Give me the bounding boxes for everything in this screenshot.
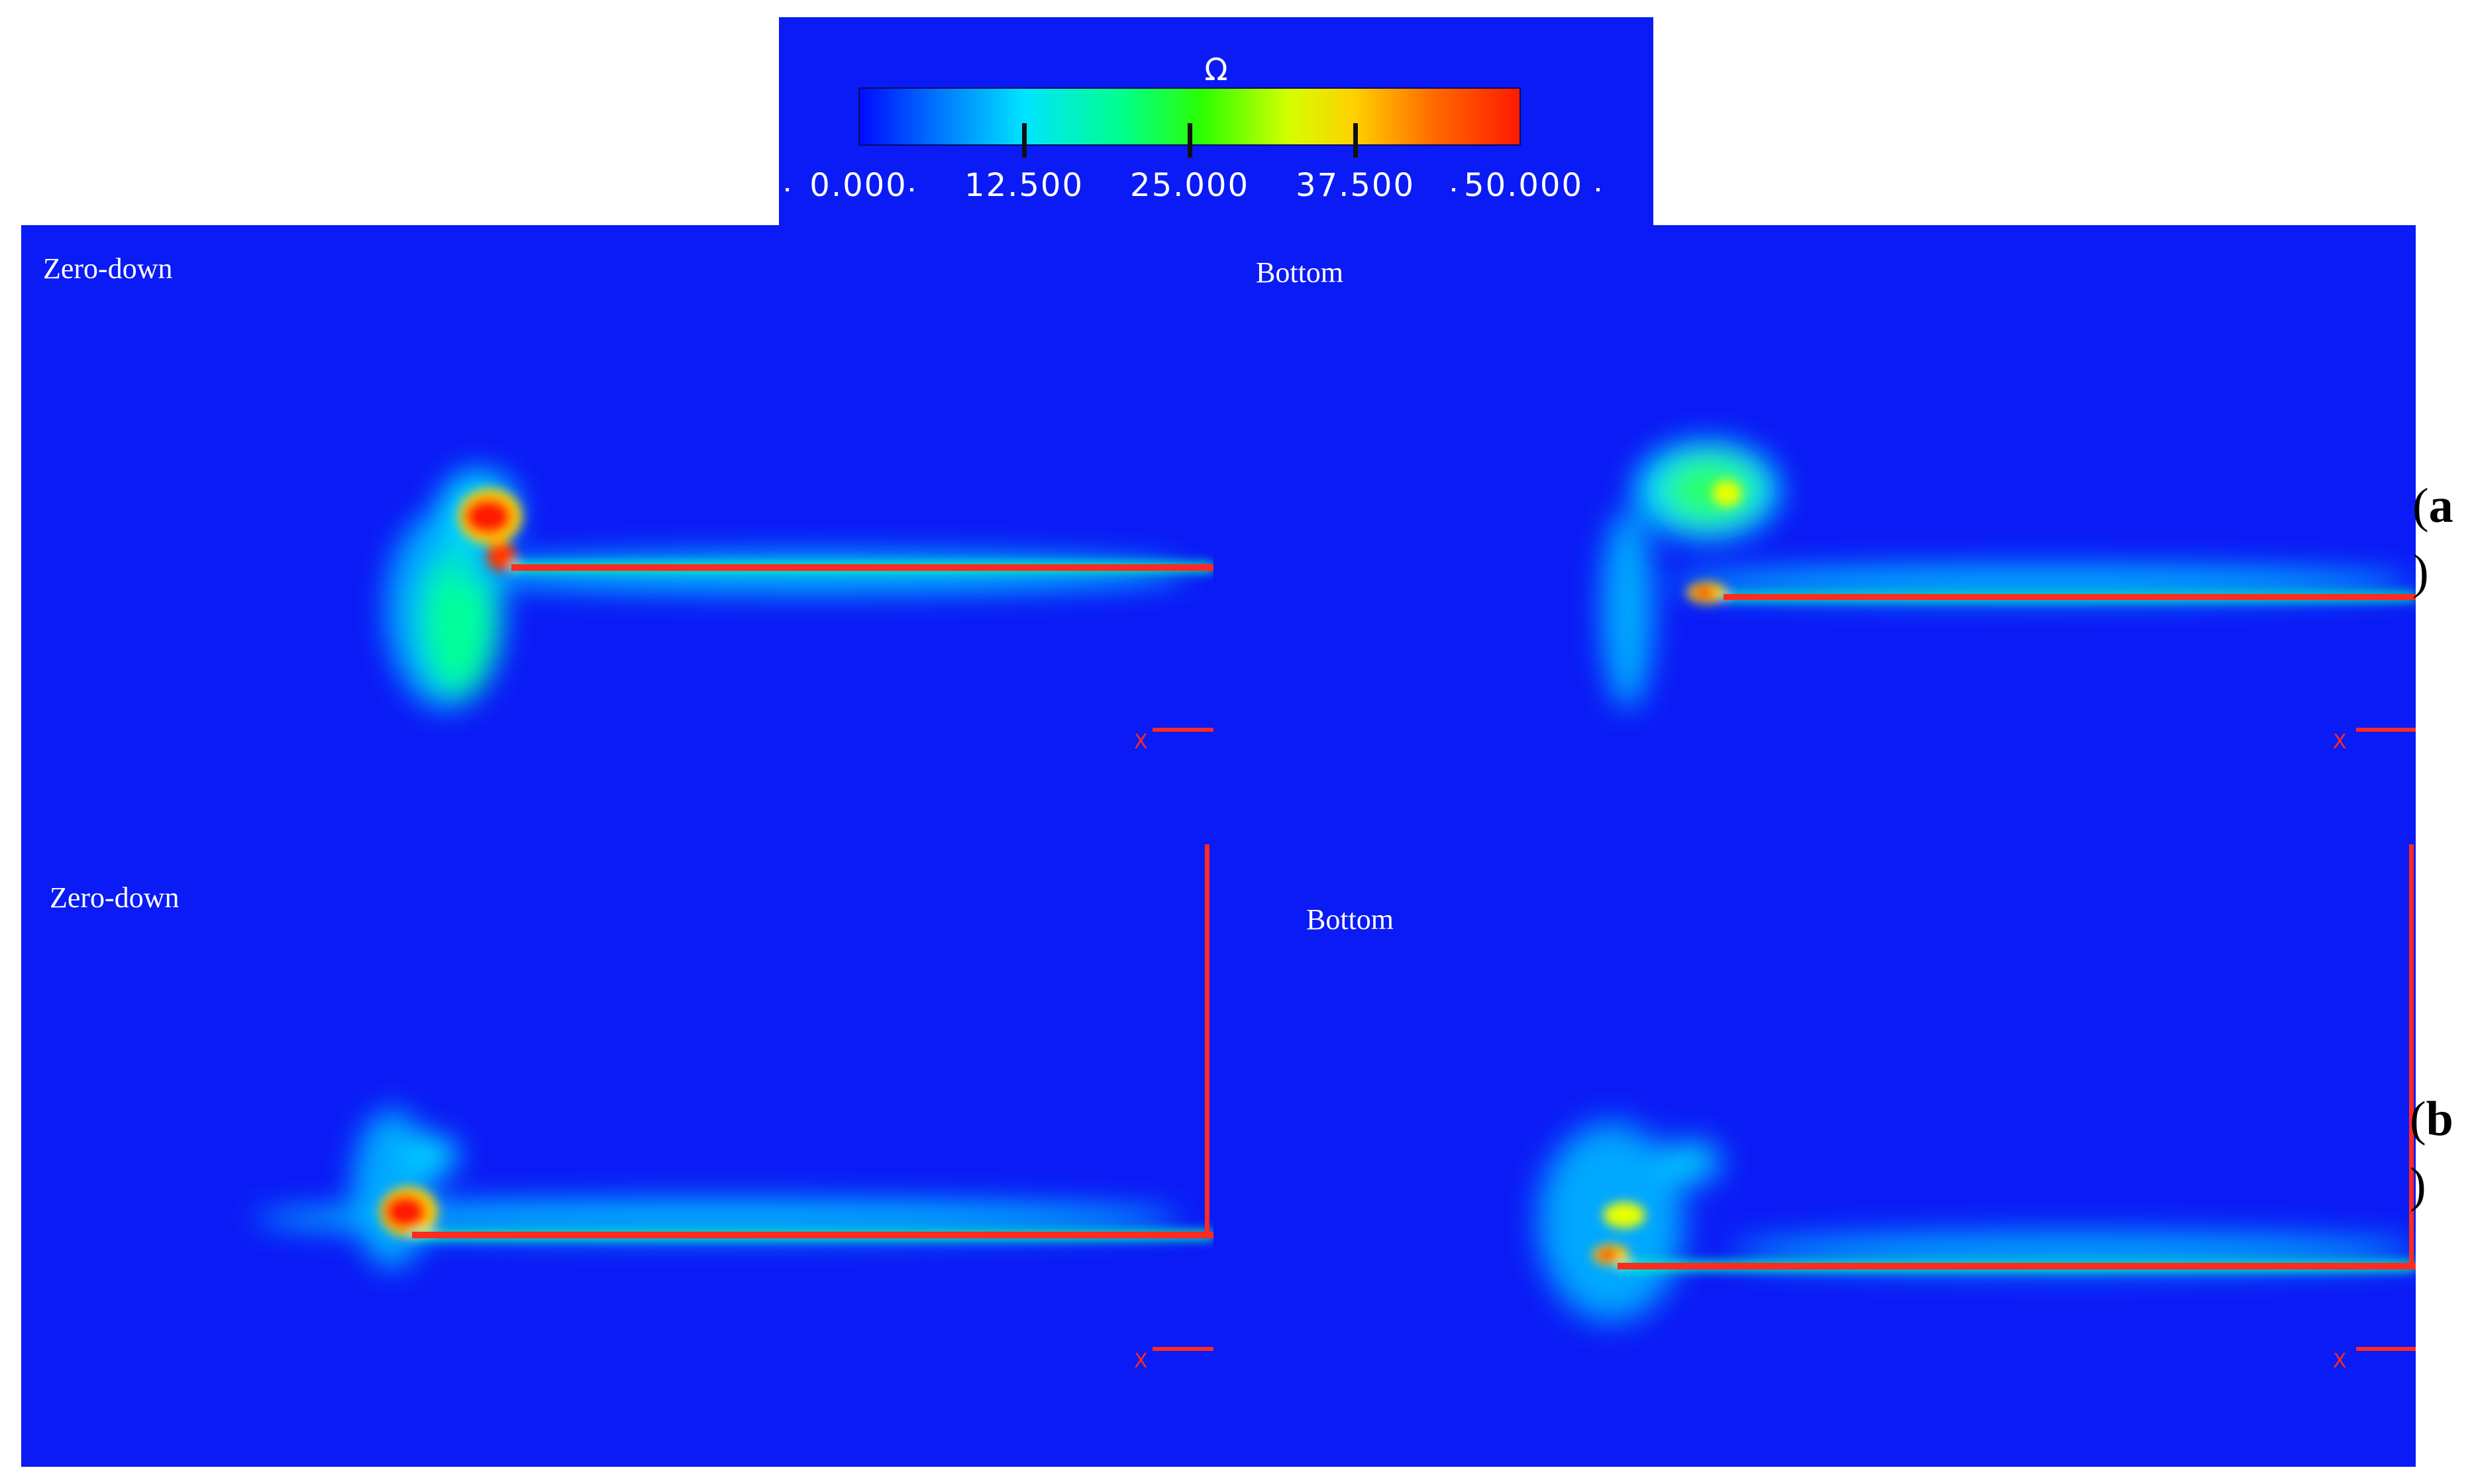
vertical-streak — [1205, 844, 1210, 1238]
legend-title: Ω — [1204, 52, 1228, 87]
flow-streak — [1724, 594, 2416, 600]
vorticity-plot-a-right: X — [1601, 440, 2416, 754]
simulation-field: X Zero-down X B — [21, 225, 2416, 1467]
flow-streak — [412, 1232, 1213, 1238]
row-label-b: (b ) — [2410, 1086, 2453, 1218]
vertical-streak — [2409, 844, 2414, 1268]
row-label-open: ( — [2412, 479, 2429, 533]
panel-title: Zero-down — [50, 881, 180, 914]
legend-label-4: 50.000 — [1464, 167, 1583, 204]
flow-streak — [1618, 1263, 2416, 1269]
legend-label-1: 12.500 — [964, 167, 1084, 204]
legend-dot — [910, 188, 913, 191]
legend-label-2: 25.000 — [1130, 167, 1249, 204]
panel-title: Zero-down — [43, 252, 173, 285]
row-label-a: (a ) — [2412, 473, 2453, 605]
row-label-letter: a — [2428, 479, 2453, 533]
panel-title: Bottom — [1306, 903, 1394, 936]
panel-a-bottom: X Bottom — [1213, 225, 2416, 844]
row-label-close: ) — [2412, 545, 2429, 599]
flow-streak — [511, 564, 1213, 571]
panel-b-bottom: X Bottom — [1213, 844, 2416, 1467]
legend-tick-mark — [1022, 123, 1027, 158]
legend-label-3: 37.500 — [1296, 167, 1415, 204]
panel-b-zero-down: X Zero-down — [21, 844, 1213, 1467]
legend-dot — [1596, 188, 1600, 191]
axis-label: X — [2333, 730, 2347, 754]
legend-label-0: 0.000 — [809, 167, 907, 204]
legend-dot — [786, 188, 789, 191]
legend-tick-mark — [1353, 123, 1358, 158]
vorticity-plot-b-left: X — [253, 844, 1213, 1373]
legend-colorbar — [858, 87, 1521, 158]
vorticity-plot-b-right: X — [1538, 844, 2416, 1373]
panel-a-zero-down: X Zero-down — [21, 225, 1213, 844]
row-label-open: ( — [2410, 1092, 2426, 1146]
vorticity-plot-a-left: X — [386, 470, 1213, 754]
axis-label: X — [1134, 1350, 1148, 1373]
axis-label: X — [1134, 730, 1148, 754]
legend-tick-mark — [1188, 123, 1192, 158]
axis-label: X — [2333, 1350, 2347, 1373]
legend-dot — [1452, 188, 1455, 191]
row-label-letter: b — [2426, 1092, 2453, 1146]
row-label-close: ) — [2410, 1158, 2426, 1212]
panel-title: Bottom — [1256, 256, 1344, 289]
color-legend: Ω 0.000 12.500 25.000 37.500 50.000 — [779, 17, 1653, 225]
